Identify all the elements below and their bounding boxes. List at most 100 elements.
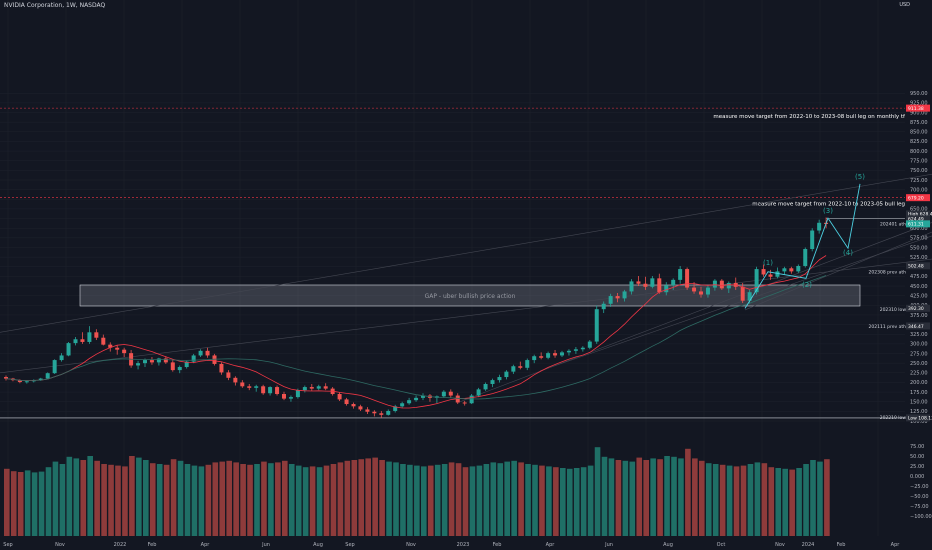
- wave-label: (4): [843, 249, 853, 257]
- candle-body: [66, 343, 71, 356]
- candle-body: [80, 339, 85, 342]
- y-tick-label: 275.00: [910, 351, 928, 357]
- y-tick-label: 700.00: [910, 187, 928, 193]
- candle-body: [122, 349, 127, 354]
- y-tick-label: 225.00: [910, 371, 928, 377]
- volume-tick-label: 0.000: [910, 474, 924, 480]
- candle-body: [226, 372, 231, 378]
- volume-bar: [407, 464, 413, 536]
- trend-line: [0, 258, 932, 374]
- volume-bar: [177, 460, 184, 536]
- candle-body: [268, 387, 273, 394]
- chart-title: NVIDIA Corporation, 1W, NASDAQ: [4, 2, 106, 9]
- candle-body: [699, 291, 703, 295]
- candle-body: [52, 360, 57, 374]
- volume-bar: [768, 467, 775, 536]
- candle-body: [156, 358, 161, 363]
- volume-bar: [824, 459, 830, 536]
- volume-bar: [455, 463, 462, 536]
- volume-bar: [129, 456, 135, 536]
- last-price-tag: 611.31: [908, 222, 924, 228]
- volume-bar: [636, 457, 643, 536]
- candle-body: [719, 280, 724, 289]
- volume-bar: [504, 461, 510, 536]
- volume-bar: [94, 460, 100, 536]
- high-tag-bg: [906, 210, 930, 218]
- y-tick-label: 775.00: [910, 159, 928, 165]
- y-tick-label: 825.00: [910, 139, 928, 145]
- volume-bar: [372, 457, 378, 536]
- volume-bar: [80, 460, 87, 536]
- candle-body: [254, 386, 259, 388]
- y-tick-label: 650.00: [910, 207, 928, 213]
- candle-body: [448, 391, 453, 396]
- wave-label: (3): [823, 207, 833, 215]
- candle-body: [4, 377, 8, 379]
- volume-bar: [115, 465, 121, 536]
- volume-bar: [587, 465, 594, 536]
- currency-label: USD: [899, 2, 910, 8]
- volume-bar: [657, 459, 663, 536]
- candle-body: [38, 378, 43, 381]
- y-tick-label: 875.00: [910, 120, 928, 126]
- y-tick-label: 750.00: [910, 168, 928, 174]
- volume-bar: [782, 468, 788, 536]
- volume-bar: [31, 472, 38, 536]
- volume-tick-label: 50.00: [910, 454, 924, 460]
- volume-bar: [240, 464, 246, 536]
- volume-bar: [421, 466, 427, 536]
- volume-bar: [789, 469, 795, 536]
- volume-bar: [184, 464, 191, 536]
- candle-body: [525, 360, 530, 368]
- volume-bar: [594, 447, 601, 536]
- x-tick-label: 2023: [457, 542, 470, 548]
- volume-bar: [316, 467, 323, 536]
- candle-body: [400, 403, 405, 407]
- candle-body: [817, 222, 822, 231]
- volume-bar: [163, 464, 170, 536]
- ath-price-tag: 624.49: [908, 217, 924, 223]
- candle-body: [768, 274, 773, 277]
- candle-body: [671, 279, 676, 286]
- prev-ath-tag: 502.48: [908, 264, 924, 270]
- candle-body: [379, 413, 384, 415]
- target-mid-note: measure move target from 2022-10 to 2023…: [752, 202, 905, 208]
- volume-bar: [664, 456, 670, 536]
- candle-body: [261, 386, 266, 394]
- y-tick-label: 800.00: [910, 149, 928, 155]
- x-tick-label: Sep: [345, 542, 354, 548]
- volume-bar: [38, 471, 45, 536]
- y-tick-label: 450.00: [910, 284, 928, 290]
- volume-bar: [24, 470, 31, 536]
- candle-body: [407, 400, 412, 404]
- candle-body: [511, 366, 516, 372]
- volume-bar: [73, 458, 80, 536]
- volume-bar: [803, 464, 809, 536]
- volume-bar: [608, 458, 615, 536]
- volume-bar: [295, 465, 302, 536]
- volume-bar: [205, 464, 212, 536]
- candle-body: [351, 404, 356, 407]
- wave-label: (5): [855, 173, 865, 181]
- last-price-tag-bg: [906, 220, 930, 228]
- candle-body: [726, 282, 731, 289]
- volume-bar: [671, 456, 677, 536]
- candle-body: [636, 281, 641, 284]
- y-tick-label: 550.00: [910, 245, 928, 251]
- volume-bar: [441, 464, 448, 536]
- volume-bar: [775, 468, 782, 536]
- candle-body: [518, 366, 523, 368]
- x-tick-label: Apr: [546, 542, 556, 548]
- volume-bar: [726, 465, 733, 536]
- volume-bar: [10, 471, 17, 536]
- target-top-tag-bg: [906, 104, 930, 112]
- volume-bar: [323, 465, 330, 536]
- volume-bar: [761, 463, 768, 536]
- ath-price-tag-bg: [906, 215, 930, 223]
- volume-bar: [386, 461, 392, 536]
- volume-bar: [692, 458, 698, 536]
- volume-bar: [52, 461, 59, 536]
- volume-bar: [699, 460, 705, 536]
- candle-body: [532, 356, 537, 361]
